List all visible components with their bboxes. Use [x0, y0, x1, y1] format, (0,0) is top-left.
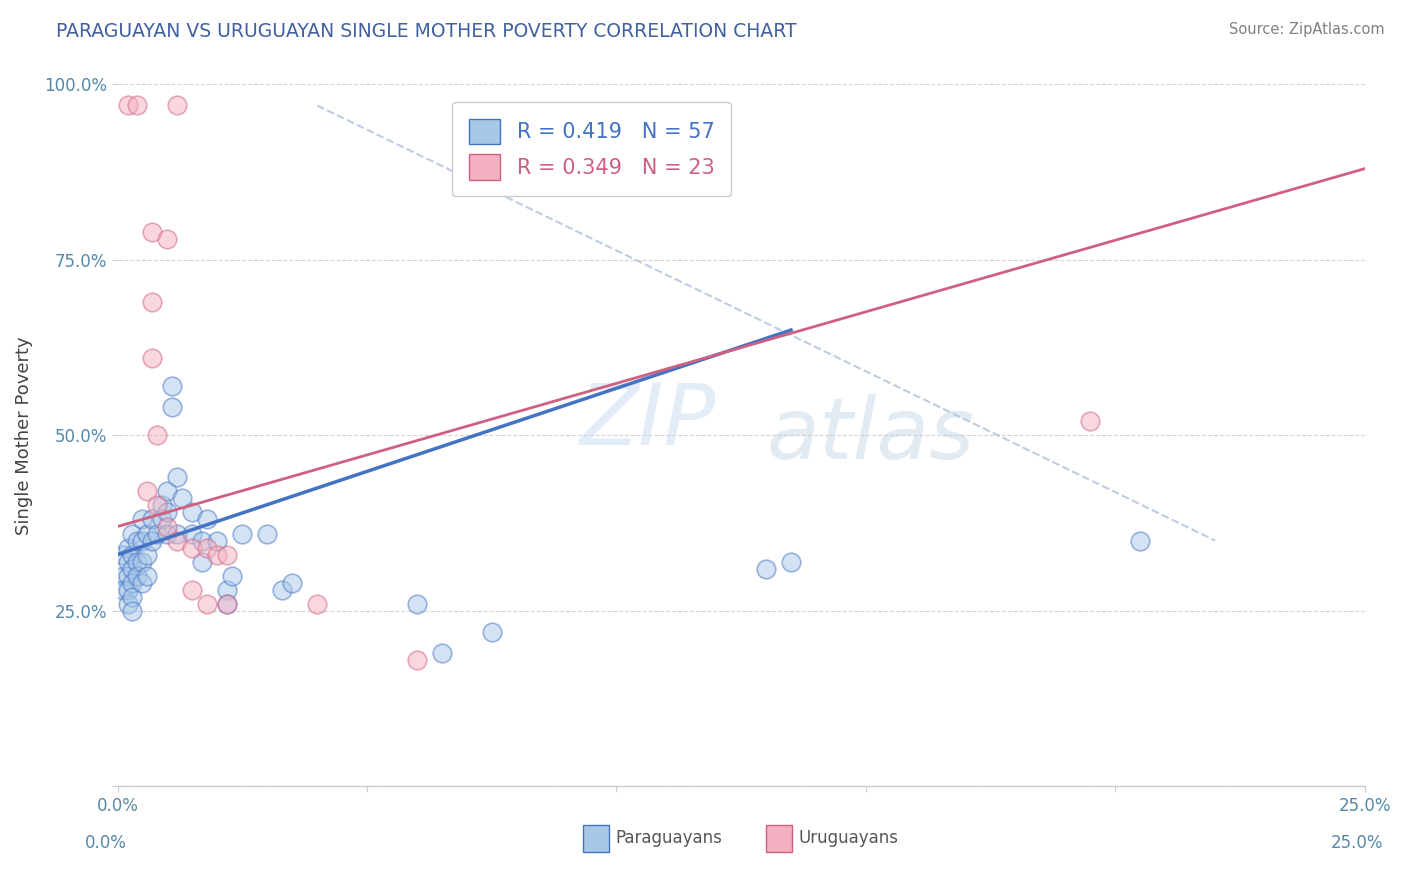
Point: [136, 548, 159, 562]
Point: [181, 582, 204, 597]
Point: [166, 526, 188, 541]
Point: [117, 98, 139, 112]
Y-axis label: Single Mother Poverty: Single Mother Poverty: [15, 336, 32, 534]
Point: [121, 575, 143, 590]
Point: [156, 506, 179, 520]
Point: [111, 582, 134, 597]
Point: [256, 526, 278, 541]
Point: [405, 597, 427, 611]
Point: [156, 526, 179, 541]
Point: [121, 548, 143, 562]
Point: [141, 533, 163, 548]
Text: ZIP: ZIP: [579, 380, 716, 463]
Point: [127, 533, 149, 548]
Point: [141, 351, 163, 365]
Point: [136, 568, 159, 582]
Point: [146, 499, 169, 513]
Text: PARAGUAYAN VS URUGUAYAN SINGLE MOTHER POVERTY CORRELATION CHART: PARAGUAYAN VS URUGUAYAN SINGLE MOTHER PO…: [56, 22, 797, 41]
Point: [281, 575, 304, 590]
Point: [162, 379, 184, 393]
Point: [181, 506, 204, 520]
Point: [141, 512, 163, 526]
Point: [152, 512, 174, 526]
Point: [217, 597, 239, 611]
Point: [231, 526, 253, 541]
Point: [207, 548, 229, 562]
Point: [136, 526, 159, 541]
Point: [131, 575, 153, 590]
Point: [217, 582, 239, 597]
Point: [117, 568, 139, 582]
Point: [430, 646, 453, 660]
Point: [405, 653, 427, 667]
Point: [166, 98, 188, 112]
Point: [162, 401, 184, 415]
Point: [156, 232, 179, 246]
Point: [172, 491, 194, 506]
Point: [131, 512, 153, 526]
Point: [221, 568, 243, 582]
Point: [780, 555, 803, 569]
Point: [166, 470, 188, 484]
Point: [217, 597, 239, 611]
Point: [156, 484, 179, 499]
Point: [195, 597, 218, 611]
Point: [146, 428, 169, 442]
Point: [117, 582, 139, 597]
Point: [271, 582, 294, 597]
Point: [111, 548, 134, 562]
Point: [1129, 533, 1152, 548]
Point: [207, 533, 229, 548]
Text: 25.0%: 25.0%: [1330, 834, 1384, 852]
Point: [481, 624, 503, 639]
Point: [131, 555, 153, 569]
Point: [141, 295, 163, 310]
Point: [152, 499, 174, 513]
Point: [111, 568, 134, 582]
Text: 0.0%: 0.0%: [84, 834, 127, 852]
Text: Uruguayans: Uruguayans: [799, 830, 898, 847]
Text: Paraguayans: Paraguayans: [616, 830, 723, 847]
Point: [195, 512, 218, 526]
Text: Source: ZipAtlas.com: Source: ZipAtlas.com: [1229, 22, 1385, 37]
Point: [191, 533, 214, 548]
Point: [121, 526, 143, 541]
Point: [166, 533, 188, 548]
Point: [121, 604, 143, 618]
Point: [1080, 414, 1102, 428]
Text: atlas: atlas: [766, 393, 974, 477]
Point: [191, 555, 214, 569]
Point: [117, 541, 139, 555]
Point: [195, 541, 218, 555]
Point: [127, 555, 149, 569]
Legend: R = 0.419   N = 57, R = 0.349   N = 23: R = 0.419 N = 57, R = 0.349 N = 23: [451, 102, 731, 196]
Point: [156, 519, 179, 533]
Point: [181, 541, 204, 555]
Point: [307, 597, 329, 611]
Point: [141, 225, 163, 239]
Point: [181, 526, 204, 541]
Point: [217, 548, 239, 562]
Point: [117, 597, 139, 611]
Point: [127, 568, 149, 582]
Point: [755, 561, 778, 575]
Point: [121, 561, 143, 575]
Point: [127, 98, 149, 112]
Point: [121, 590, 143, 604]
Point: [136, 484, 159, 499]
Point: [131, 533, 153, 548]
Point: [117, 555, 139, 569]
Point: [146, 526, 169, 541]
